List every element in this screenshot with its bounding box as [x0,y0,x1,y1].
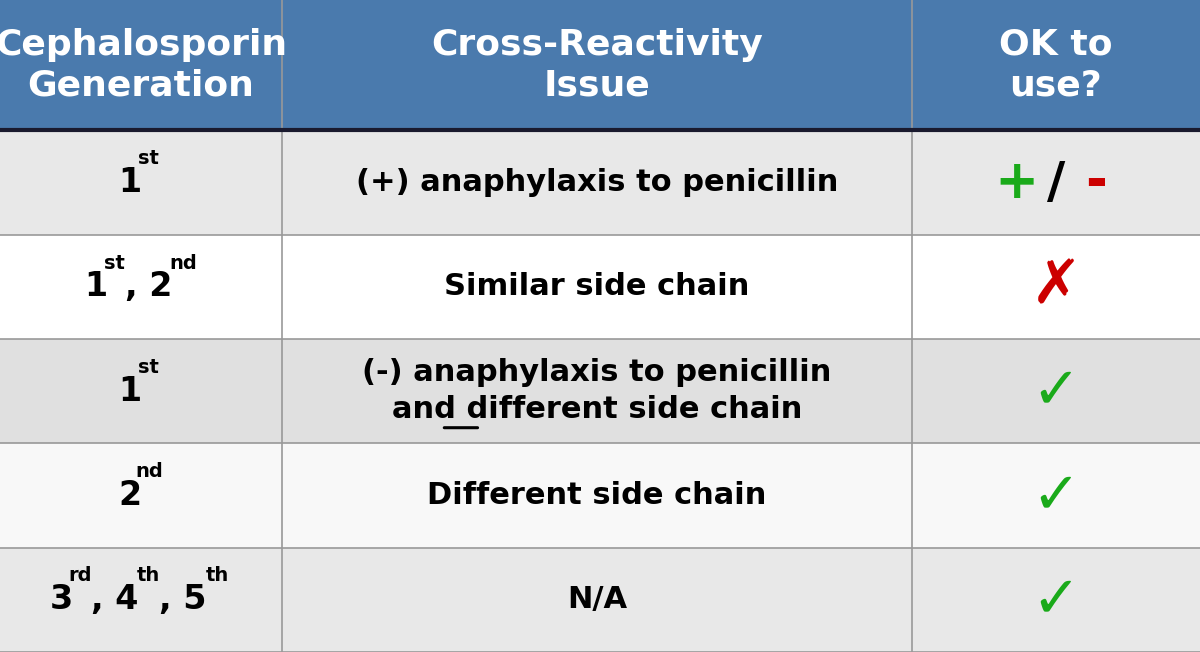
Text: +: + [995,156,1038,209]
Text: /: / [1046,158,1066,207]
Text: nd: nd [169,254,197,273]
Text: N/A: N/A [566,585,628,614]
Text: st: st [138,149,160,168]
Text: ✓: ✓ [1032,571,1080,629]
Text: th: th [205,567,229,585]
Text: 1: 1 [119,166,142,199]
FancyBboxPatch shape [0,130,1200,235]
Text: , 2: , 2 [125,271,173,303]
Text: Cross-Reactivity
Issue: Cross-Reactivity Issue [431,28,763,102]
Text: ✓: ✓ [1032,467,1080,524]
Text: ✓: ✓ [1032,363,1080,420]
Text: st: st [138,358,160,377]
Text: 1: 1 [119,375,142,408]
Text: (+) anaphylaxis to penicillin: (+) anaphylaxis to penicillin [356,168,838,197]
Text: , 4: , 4 [91,584,138,616]
FancyBboxPatch shape [0,0,1200,130]
Text: nd: nd [134,462,163,481]
FancyBboxPatch shape [0,235,1200,339]
FancyBboxPatch shape [0,443,1200,548]
Text: ✗: ✗ [1031,258,1081,316]
Text: , 5: , 5 [160,584,206,616]
Text: 1: 1 [84,271,108,303]
Text: 3: 3 [50,584,73,616]
Text: (-) anaphylaxis to penicillin: (-) anaphylaxis to penicillin [362,359,832,387]
FancyBboxPatch shape [0,339,1200,443]
Text: 2: 2 [119,479,142,512]
Text: th: th [137,567,161,585]
Text: Different side chain: Different side chain [427,481,767,510]
Text: rd: rd [68,567,92,585]
FancyBboxPatch shape [0,548,1200,652]
Text: st: st [104,254,125,273]
Text: -: - [1085,156,1106,209]
Text: Similar side chain: Similar side chain [444,273,750,301]
Text: and different side chain: and different side chain [392,395,802,424]
Text: Cephalosporin
Generation: Cephalosporin Generation [0,28,287,102]
Text: OK to
use?: OK to use? [1000,28,1112,102]
